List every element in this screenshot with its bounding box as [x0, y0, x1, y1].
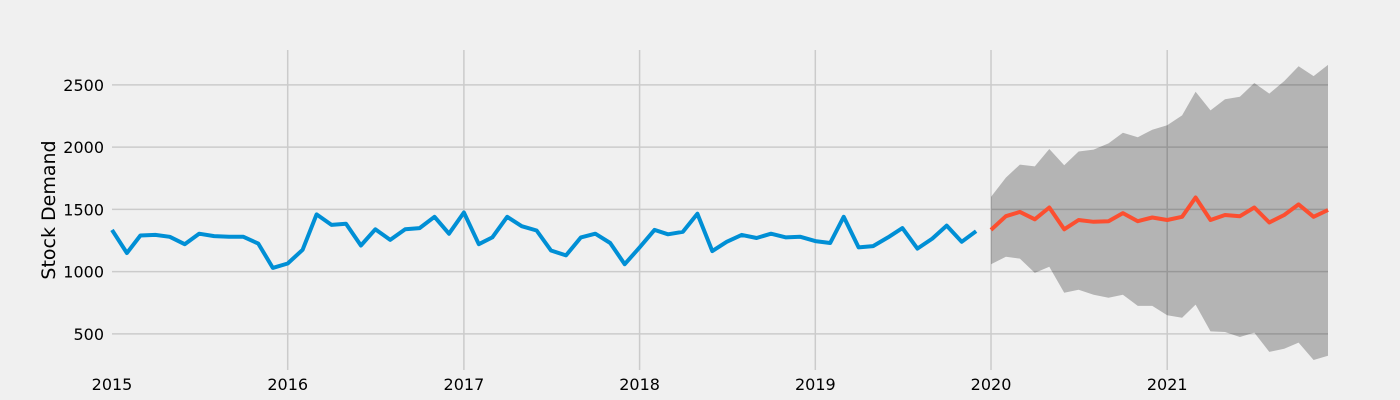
y-tick-label: 2500 — [63, 76, 104, 95]
observed-series-line — [110, 210, 978, 270]
y-tick-label: 500 — [73, 325, 104, 344]
y-tick-label: 1000 — [63, 263, 104, 282]
x-tick-label: 2020 — [971, 375, 1012, 394]
x-tick-label: 2018 — [619, 375, 660, 394]
x-tick-label: 2017 — [444, 375, 485, 394]
tick-labels: 2015 2016 2017 2018 2019 2020 2021 500 1000 1500 2… — [63, 76, 1187, 394]
y-tick-label: 1500 — [63, 200, 104, 219]
y-axis-label: Stock Demand — [38, 140, 60, 279]
x-tick-label: 2019 — [795, 375, 836, 394]
confidence-interval — [991, 64, 1328, 361]
x-tick-label: 2015 — [92, 375, 133, 394]
x-tick-label: 2016 — [267, 375, 308, 394]
forecast-interval-band — [991, 64, 1328, 361]
y-tick-label: 2000 — [63, 138, 104, 157]
x-tick-label: 2021 — [1147, 375, 1188, 394]
forecast-series-line — [989, 195, 1329, 232]
series-lines — [110, 195, 1329, 270]
grid — [112, 50, 1328, 370]
